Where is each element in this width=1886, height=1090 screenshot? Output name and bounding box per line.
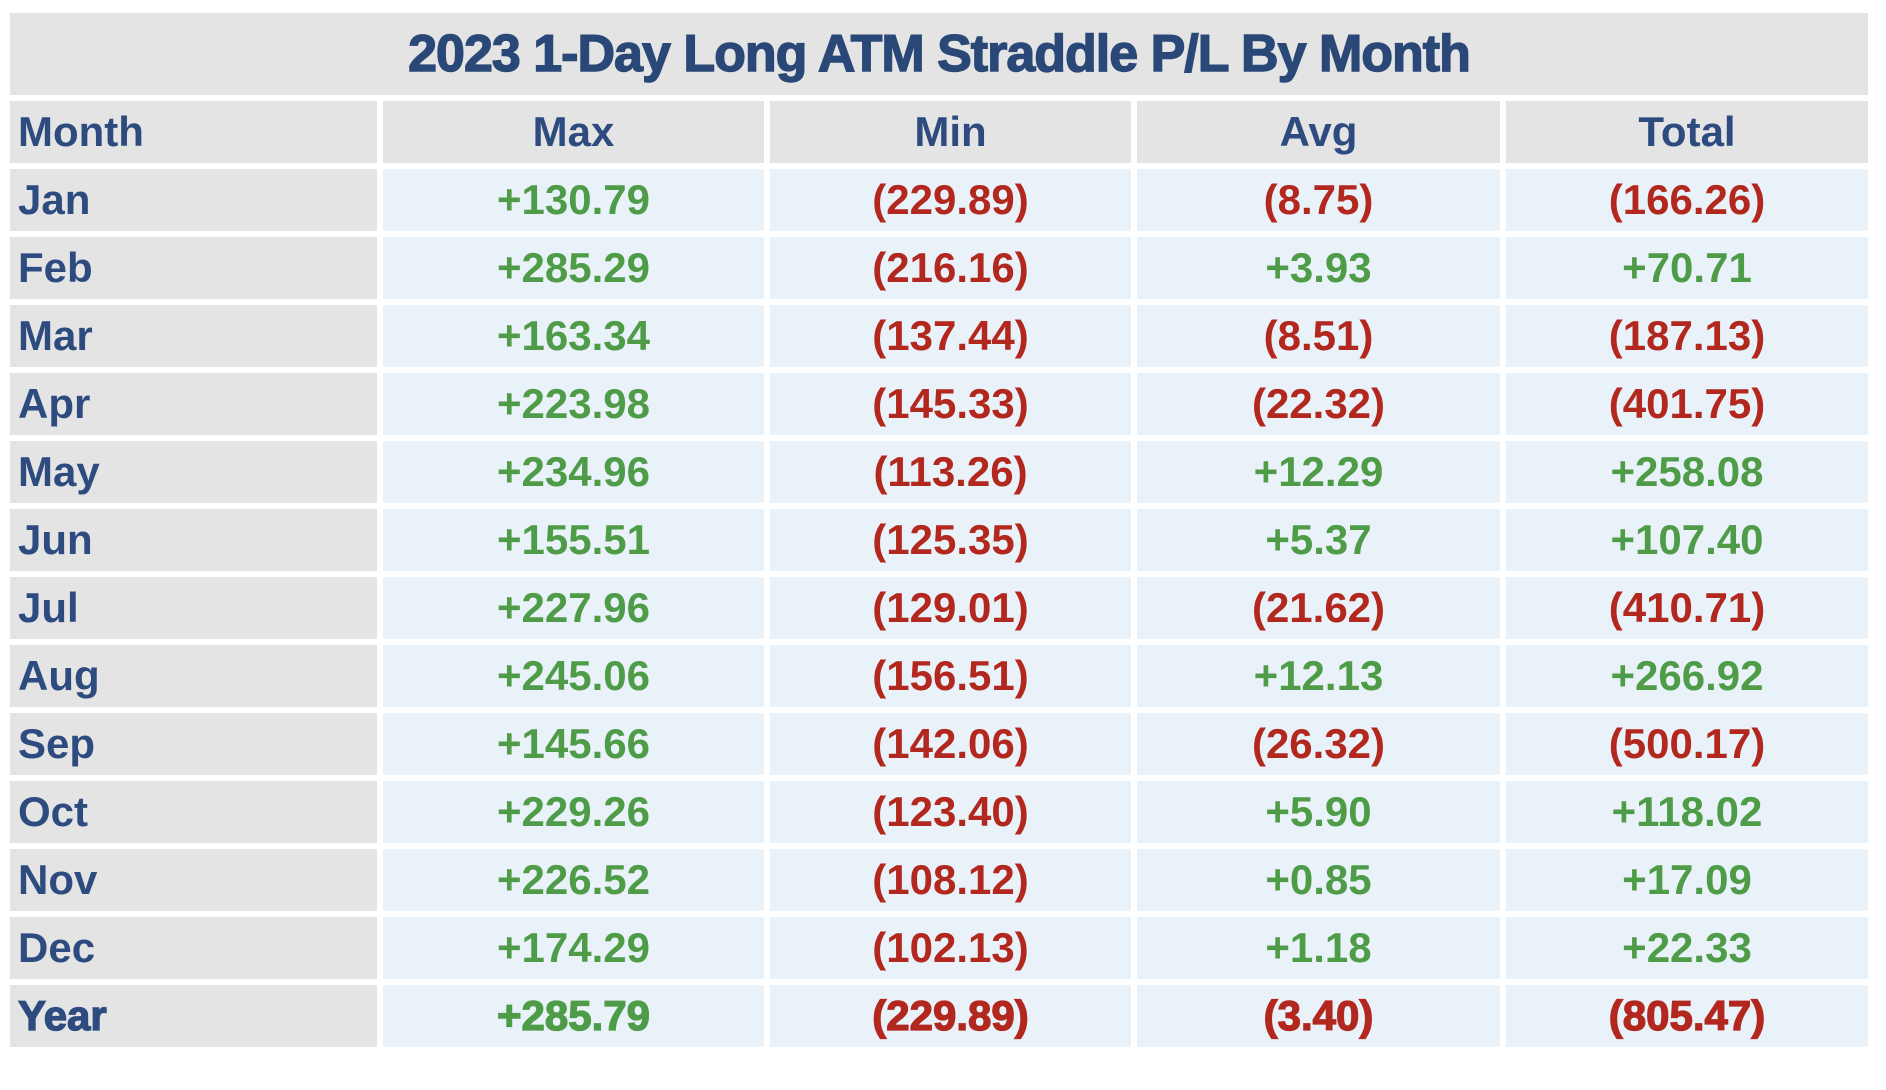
column-header-max: Max: [383, 101, 764, 163]
min-value: (123.40): [770, 781, 1131, 843]
table-row-feb: Feb +285.29 (216.16) +3.93 +70.71: [10, 237, 1868, 299]
avg-value: +12.13: [1137, 645, 1500, 707]
column-header-min: Min: [770, 101, 1131, 163]
avg-value: +5.37: [1137, 509, 1500, 571]
table-title: 2023 1-Day Long ATM Straddle P/L By Mont…: [407, 24, 1471, 83]
total-value: +22.33: [1506, 917, 1868, 979]
straddle-pl-table: 2023 1-Day Long ATM Straddle P/L By Mont…: [10, 13, 1868, 1047]
table-row-jun: Jun +155.51 (125.35) +5.37 +107.40: [10, 509, 1868, 571]
table-row-may: May +234.96 (113.26) +12.29 +258.08: [10, 441, 1868, 503]
min-value: (108.12): [770, 849, 1131, 911]
total-value: +266.92: [1506, 645, 1868, 707]
max-value: +174.29: [383, 917, 764, 979]
min-value: (156.51): [770, 645, 1131, 707]
total-value: (166.26): [1506, 169, 1868, 231]
row-label: Nov: [10, 849, 377, 911]
min-value: (142.06): [770, 713, 1131, 775]
total-value: (805.47): [1506, 985, 1868, 1047]
row-label: Sep: [10, 713, 377, 775]
row-label: Jul: [10, 577, 377, 639]
row-label: May: [10, 441, 377, 503]
avg-value: +5.90: [1137, 781, 1500, 843]
min-value: (145.33): [770, 373, 1131, 435]
max-value: +155.51: [383, 509, 764, 571]
total-value: +258.08: [1506, 441, 1868, 503]
max-value: +145.66: [383, 713, 764, 775]
table-row-aug: Aug +245.06 (156.51) +12.13 +266.92: [10, 645, 1868, 707]
max-value: +130.79: [383, 169, 764, 231]
table-title-band: 2023 1-Day Long ATM Straddle P/L By Mont…: [10, 13, 1868, 95]
column-header-avg: Avg: [1137, 101, 1500, 163]
row-label: Apr: [10, 373, 377, 435]
total-value: (187.13): [1506, 305, 1868, 367]
max-value: +234.96: [383, 441, 764, 503]
total-value: (401.75): [1506, 373, 1868, 435]
row-label: Aug: [10, 645, 377, 707]
row-label: Oct: [10, 781, 377, 843]
avg-value: +12.29: [1137, 441, 1500, 503]
total-value: (500.17): [1506, 713, 1868, 775]
min-value: (113.26): [770, 441, 1131, 503]
max-value: +229.26: [383, 781, 764, 843]
avg-value: (26.32): [1137, 713, 1500, 775]
max-value: +245.06: [383, 645, 764, 707]
max-value: +223.98: [383, 373, 764, 435]
table-row-apr: Apr +223.98 (145.33) (22.32) (401.75): [10, 373, 1868, 435]
header-row: Month Max Min Avg Total: [10, 101, 1868, 163]
row-label: Feb: [10, 237, 377, 299]
avg-value: (8.75): [1137, 169, 1500, 231]
row-label: Dec: [10, 917, 377, 979]
total-value: (410.71): [1506, 577, 1868, 639]
table-row-sep: Sep +145.66 (142.06) (26.32) (500.17): [10, 713, 1868, 775]
max-value: +226.52: [383, 849, 764, 911]
avg-value: +0.85: [1137, 849, 1500, 911]
row-label: Jan: [10, 169, 377, 231]
total-value: +107.40: [1506, 509, 1868, 571]
table-row-jan: Jan +130.79 (229.89) (8.75) (166.26): [10, 169, 1868, 231]
max-value: +285.79: [383, 985, 764, 1047]
min-value: (102.13): [770, 917, 1131, 979]
avg-value: +3.93: [1137, 237, 1500, 299]
total-value: +70.71: [1506, 237, 1868, 299]
table-row-jul: Jul +227.96 (129.01) (21.62) (410.71): [10, 577, 1868, 639]
table-row-mar: Mar +163.34 (137.44) (8.51) (187.13): [10, 305, 1868, 367]
total-value: +118.02: [1506, 781, 1868, 843]
max-value: +163.34: [383, 305, 764, 367]
min-value: (216.16): [770, 237, 1131, 299]
avg-value: (3.40): [1137, 985, 1500, 1047]
min-value: (129.01): [770, 577, 1131, 639]
min-value: (229.89): [770, 985, 1131, 1047]
row-label: Year: [10, 985, 377, 1047]
avg-value: (8.51): [1137, 305, 1500, 367]
table-row-year: Year +285.79 (229.89) (3.40) (805.47): [10, 985, 1868, 1047]
table-row-nov: Nov +226.52 (108.12) +0.85 +17.09: [10, 849, 1868, 911]
min-value: (229.89): [770, 169, 1131, 231]
max-value: +227.96: [383, 577, 764, 639]
row-label: Jun: [10, 509, 377, 571]
avg-value: +1.18: [1137, 917, 1500, 979]
column-header-month: Month: [10, 101, 377, 163]
max-value: +285.29: [383, 237, 764, 299]
table-row-oct: Oct +229.26 (123.40) +5.90 +118.02: [10, 781, 1868, 843]
table-row-dec: Dec +174.29 (102.13) +1.18 +22.33: [10, 917, 1868, 979]
min-value: (137.44): [770, 305, 1131, 367]
min-value: (125.35): [770, 509, 1131, 571]
avg-value: (22.32): [1137, 373, 1500, 435]
page: 2023 1-Day Long ATM Straddle P/L By Mont…: [10, 13, 1868, 1047]
avg-value: (21.62): [1137, 577, 1500, 639]
column-header-total: Total: [1506, 101, 1868, 163]
total-value: +17.09: [1506, 849, 1868, 911]
row-label: Mar: [10, 305, 377, 367]
